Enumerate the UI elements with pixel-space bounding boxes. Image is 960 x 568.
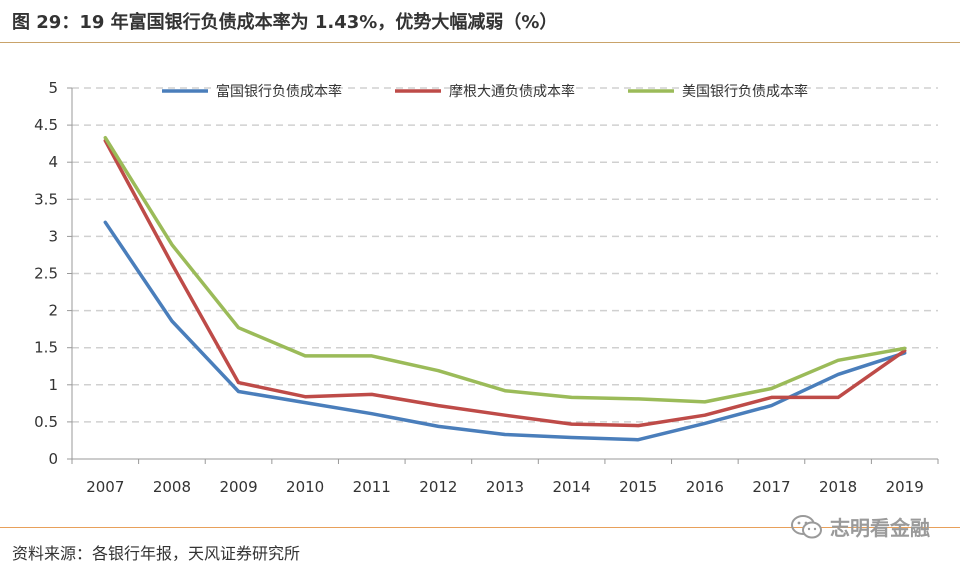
- series-line-2: [103, 138, 907, 428]
- watermark-text: 志明看金融: [830, 516, 930, 540]
- y-tick-label: 0.5: [34, 413, 58, 431]
- bottom-divider: [0, 527, 960, 528]
- legend-label-1: 富国银行负债成本率: [216, 83, 342, 100]
- legend-label-2: 摩根大通负债成本率: [449, 83, 575, 100]
- legend-label-3: 美国银行负债成本率: [682, 83, 808, 100]
- y-tick-label: 1: [48, 376, 58, 394]
- y-tick-label: 1.5: [34, 339, 58, 357]
- x-tick-label: 2014: [553, 478, 591, 496]
- x-tick-label: 2007: [86, 478, 124, 496]
- y-tick-label: 4: [48, 153, 58, 171]
- x-tick-label: 2011: [353, 478, 391, 496]
- figure-title: 图 29：19 年富国银行负债成本率为 1.43%，优势大幅减弱（%）: [12, 12, 558, 33]
- y-tick-label: 3: [48, 227, 58, 245]
- series-line-1: [103, 220, 907, 442]
- y-tick-label: 2: [48, 302, 58, 320]
- x-tick-label: 2018: [819, 478, 857, 496]
- y-tick-label: 5: [48, 79, 58, 97]
- top-divider: [0, 42, 960, 43]
- source-note: 资料来源：各银行年报，天风证券研究所: [12, 544, 301, 563]
- line-chart: 0 0.5 1 1.5 2 2.5 3 3.5 4 4.5 5 2007 2008 2009 2010 201…: [34, 79, 939, 496]
- y-tick-label: 0: [48, 450, 58, 468]
- x-tick-label: 2012: [419, 478, 457, 496]
- wechat-icon: [791, 514, 822, 538]
- x-tick-label: 2009: [219, 478, 257, 496]
- y-tick-label: 3.5: [34, 190, 58, 208]
- x-tick-label: 2016: [686, 478, 724, 496]
- series-line-3: [103, 135, 907, 404]
- x-tick-label: 2008: [153, 478, 191, 496]
- x-tick-label: 2017: [752, 478, 790, 496]
- y-tick-label: 4.5: [34, 116, 58, 134]
- x-tick-label: 2013: [486, 478, 524, 496]
- x-tick-label: 2015: [619, 478, 657, 496]
- watermark: 志明看金融: [790, 512, 930, 541]
- x-tick-label: 2019: [886, 478, 924, 496]
- x-tick-label: 2010: [286, 478, 324, 496]
- y-tick-label: 2.5: [34, 265, 58, 283]
